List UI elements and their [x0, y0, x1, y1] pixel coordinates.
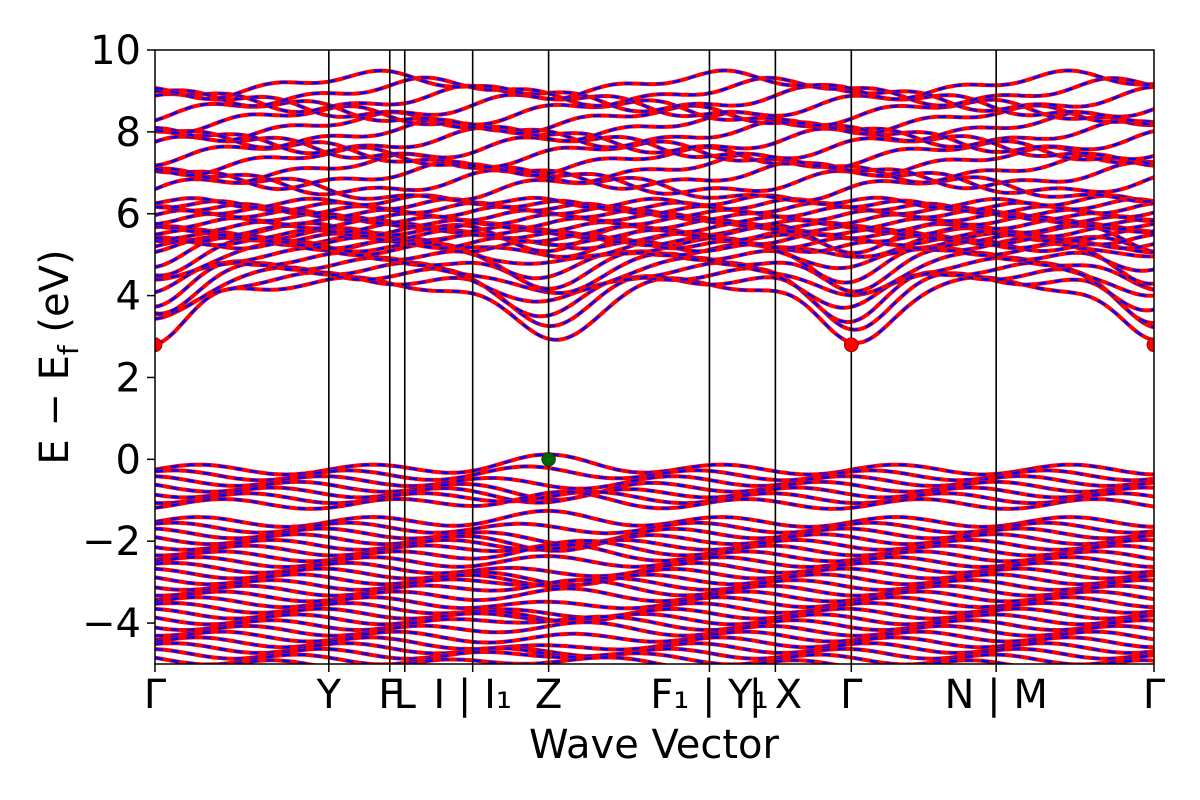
y-axis-label-unit: (eV): [32, 249, 78, 345]
band-line-spin-down: [155, 573, 1154, 588]
band-line-spin-down: [155, 84, 1154, 114]
cbm-marker: [155, 337, 163, 353]
x-tick-label: I | I₁: [433, 672, 512, 718]
band-line-spin-down: [155, 256, 1154, 309]
band-line-spin-down: [155, 578, 1154, 597]
band-line-spin-down: [155, 646, 1154, 660]
x-tick-label: N | M: [944, 672, 1047, 718]
band-line-spin-down: [155, 110, 1154, 143]
band-line-spin-down: [155, 615, 1154, 632]
x-tick-label: | X: [749, 672, 803, 718]
band-line-spin-down: [227, 656, 1154, 664]
x-tick-label: Y: [316, 672, 342, 718]
band-line-spin-down: [155, 160, 1154, 191]
y-axis-label: E − Ef (eV): [32, 249, 85, 464]
y-tick-label: 8: [116, 110, 141, 156]
band-line-spin-down: [155, 175, 1154, 203]
band-line-spin-down: [155, 152, 1154, 184]
band-line-spin-up: [155, 196, 1154, 213]
x-tick-label: F₁ | Y₁: [650, 672, 768, 718]
y-tick-label: 0: [116, 437, 141, 483]
vbm-marker: [541, 452, 556, 467]
x-tick-label: L: [394, 672, 417, 718]
band-line-spin-down: [155, 527, 1154, 546]
x-tick-label: F: [378, 672, 401, 718]
band-line-spin-down: [155, 576, 1154, 592]
band-line-spin-down: [155, 630, 1154, 644]
band-line-spin-down: [155, 543, 1154, 563]
band-line-spin-down: [155, 486, 1154, 504]
band-line-spin-down: [155, 241, 1154, 285]
band-line-spin-down: [155, 261, 1154, 315]
band-line-spin-down: [155, 474, 1154, 490]
band-line-spin-down: [155, 69, 1154, 101]
band-line-spin-up: [155, 228, 1154, 245]
band-line-spin-down: [155, 532, 1154, 553]
band-line-spin-down: [155, 104, 1154, 135]
band-line-spin-down: [155, 145, 1154, 177]
x-axis-ticks: Γ Y FL I | I₁ Z F₁ | Y₁| X Γ N | M Γ: [144, 664, 1166, 718]
band-line-spin-down: [155, 612, 1154, 626]
plot-frame: [154, 49, 1155, 665]
x-axis-label: Wave Vector: [529, 722, 780, 768]
x-tick-label: Z: [535, 672, 562, 718]
band-line-spin-down: [155, 538, 1154, 552]
band-line-spin-down: [155, 587, 1154, 603]
x-tick-label: Γ: [144, 672, 167, 718]
band-line-spin-down: [155, 98, 1154, 127]
x-tick-label: Γ: [1143, 672, 1166, 718]
band-line-spin-down: [155, 567, 1154, 587]
band-line-spin-up: [155, 200, 1154, 217]
y-tick-label: 6: [116, 192, 141, 238]
band-line-spin-down: [155, 490, 1154, 505]
x-tick-label: Γ: [840, 672, 863, 718]
y-tick-label: −2: [82, 519, 141, 565]
y-axis-ticks: −4 −2 0 2 4 6 8 10: [82, 28, 155, 647]
y-axis-label-main: E − E: [32, 355, 78, 465]
band-line-spin-up: [155, 214, 1154, 231]
high-symmetry-lines: [328, 50, 997, 664]
cbm-marker: [843, 337, 859, 353]
y-tick-label: 2: [116, 355, 141, 401]
band-line-spin-down: [155, 76, 1154, 108]
y-tick-label: 4: [116, 274, 141, 320]
y-tick-label: −4: [82, 601, 141, 647]
band-line-spin-down: [155, 607, 1154, 624]
y-axis-label-subscript: f: [52, 344, 85, 355]
band-line-spin-down: [155, 126, 1154, 155]
band-line-spin-down: [155, 490, 1154, 511]
band-edge-markers: [155, 337, 1154, 467]
band-line-spin-down: [155, 480, 1154, 501]
band-line-spin-down: [155, 168, 1154, 196]
band-line-spin-up: [155, 231, 1154, 248]
band-lines: [155, 68, 1154, 664]
band-line-spin-up: [155, 217, 1154, 234]
band-line-spin-down: [155, 650, 1154, 664]
band-line-spin-down: [155, 92, 1154, 119]
band-line-spin-down: [155, 539, 1154, 557]
band-line-spin-down: [155, 236, 1154, 277]
y-tick-label: 10: [90, 28, 141, 74]
band-line-spin-down: [155, 620, 1154, 638]
band-line-spin-up: [155, 193, 1154, 210]
band-line-spin-down: [155, 118, 1154, 149]
cbm-marker: [1146, 337, 1154, 353]
